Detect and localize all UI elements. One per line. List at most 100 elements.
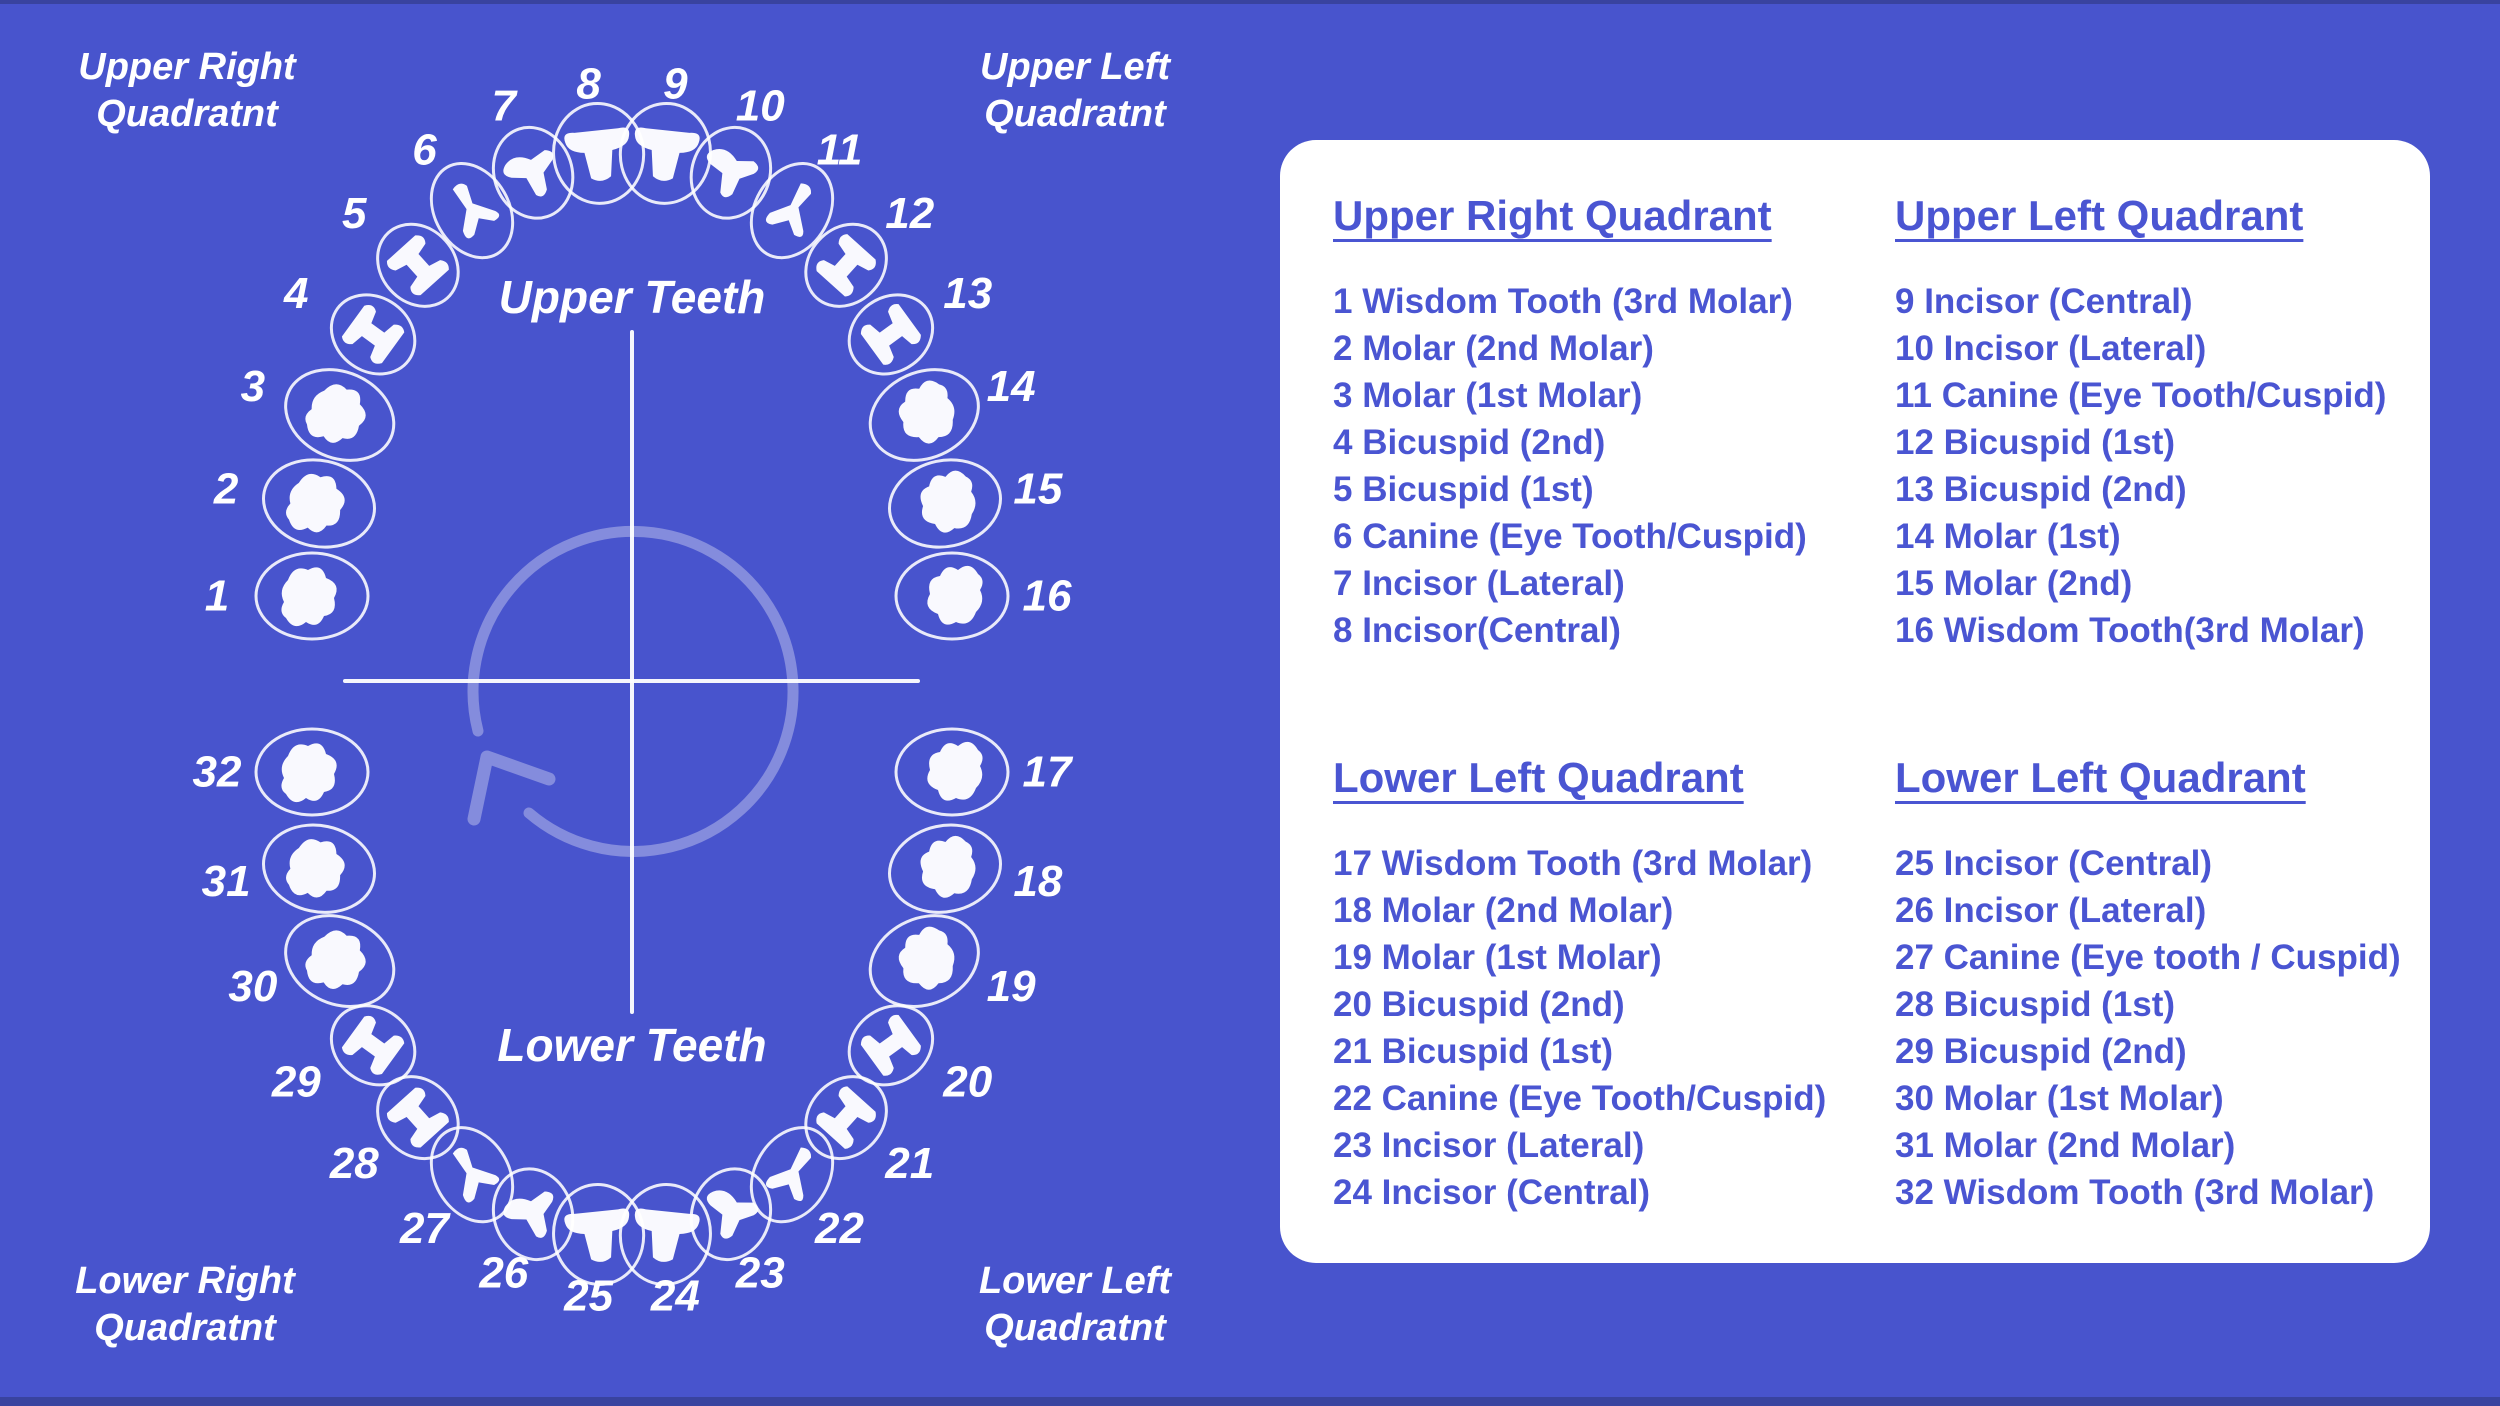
tooth-list-item: 23 Incisor (Lateral) xyxy=(1333,1126,1645,1165)
tooth-list-item: 26 Incisor (Lateral) xyxy=(1895,891,2207,930)
quadrant-section: Lower Left Quadrant 25 Incisor (Central) 2… xyxy=(1895,754,2412,1216)
tooth-number-11: 11 xyxy=(817,126,863,175)
tooth-list-item: 6 Canine (Eye Tooth/Cuspid) xyxy=(1333,517,1807,556)
tooth-list-item: 12 Bicuspid (1st) xyxy=(1895,423,2176,462)
tooth-3-icon xyxy=(284,368,396,462)
tooth-4-icon xyxy=(329,293,417,376)
tooth-list-item: 20 Bicuspid (2nd) xyxy=(1333,985,1625,1024)
tooth-12-icon xyxy=(804,222,888,308)
tooth-number-16: 16 xyxy=(1023,572,1072,621)
tooth-list-item: 10 Incisor (Lateral) xyxy=(1895,329,2207,368)
tooth-number-21: 21 xyxy=(884,1139,934,1188)
tooth-number-18: 18 xyxy=(1013,857,1062,906)
rotation-arrowhead-icon xyxy=(467,750,556,826)
tooth-13-icon xyxy=(847,293,935,376)
tooth-number-32: 32 xyxy=(193,748,242,797)
tooth-22-icon xyxy=(749,1126,835,1224)
tooth-14-icon xyxy=(868,368,980,462)
tooth-25-icon xyxy=(552,1183,646,1286)
tooth-number-10: 10 xyxy=(736,82,785,131)
tooth-list-item: 15 Molar (2nd) xyxy=(1895,564,2133,603)
tooth-list-item: 22 Canine (Eye Tooth/Cuspid) xyxy=(1333,1079,1827,1118)
tooth-24-icon xyxy=(618,1183,712,1286)
tooth-list-item: 32 Wisdom Tooth (3rd Molar) xyxy=(1895,1173,2375,1212)
tooth-list-item: 14 Molar (1st) xyxy=(1895,517,2121,556)
upper-teeth-label: Upper Teeth xyxy=(498,271,766,323)
quadrant-heading: Upper Left Quadrant xyxy=(1895,192,2304,239)
tooth-list-item: 28 Bicuspid (1st) xyxy=(1895,985,2176,1024)
tooth-number-14: 14 xyxy=(987,362,1036,411)
tooth-list-item: 31 Molar (2nd Molar) xyxy=(1895,1126,2236,1165)
tooth-26-icon xyxy=(491,1167,575,1262)
tooth-number-9: 9 xyxy=(663,59,688,108)
tooth-list-item: 27 Canine (Eye tooth / Cuspid) xyxy=(1895,938,2401,977)
tooth-16-icon xyxy=(894,551,1010,641)
tooth-list-item: 13 Bicuspid (2nd) xyxy=(1895,470,2187,509)
tooth-list-item: 1 Wisdom Tooth (3rd Molar) xyxy=(1333,282,1793,321)
tooth-list-item: 30 Molar (1st Molar) xyxy=(1895,1079,2224,1118)
quadrant-heading: Lower Left Quadrant xyxy=(1333,754,1744,801)
tooth-number-25: 25 xyxy=(563,1272,613,1321)
lower-left-quadrant-label: Lower Left Quadratnt xyxy=(978,1260,1172,1349)
top-edge-strip xyxy=(0,0,2500,4)
tooth-number-2: 2 xyxy=(213,464,239,513)
tooth-2-icon xyxy=(261,458,377,549)
tooth-30-icon xyxy=(284,914,396,1009)
tooth-number-13: 13 xyxy=(943,269,992,318)
tooth-11-icon xyxy=(749,162,835,260)
tooth-list-item: 8 Incisor(Central) xyxy=(1333,611,1621,650)
tooth-number-17: 17 xyxy=(1023,748,1074,797)
tooth-list-item: 5 Bicuspid (1st) xyxy=(1333,470,1594,509)
tooth-number-20: 20 xyxy=(942,1057,992,1106)
tooth-number-24: 24 xyxy=(650,1272,700,1321)
tooth-18-icon xyxy=(887,823,1003,914)
tooth-number-30: 30 xyxy=(228,962,277,1011)
tooth-19-icon xyxy=(868,914,980,1009)
rotation-circle-icon xyxy=(467,525,799,857)
tooth-5-icon xyxy=(376,222,460,308)
tooth-list-item: 7 Incisor (Lateral) xyxy=(1333,564,1625,603)
tooth-number-3: 3 xyxy=(241,362,265,411)
bottom-edge-strip xyxy=(0,1397,2500,1406)
tooth-number-15: 15 xyxy=(1013,464,1062,513)
tooth-number-12: 12 xyxy=(885,189,934,238)
tooth-number-5: 5 xyxy=(342,189,367,238)
tooth-number-19: 19 xyxy=(987,962,1036,1011)
tooth-list-item: 29 Bicuspid (2nd) xyxy=(1895,1032,2187,1071)
tooth-list-item: 25 Incisor (Central) xyxy=(1895,844,2213,883)
tooth-list-item: 21 Bicuspid (1st) xyxy=(1333,1032,1614,1071)
tooth-number-29: 29 xyxy=(271,1057,321,1106)
quadrant-heading: Lower Left Quadrant xyxy=(1895,754,2306,801)
quadrant-section: Upper Left Quadrant 9 Incisor (Central) 10… xyxy=(1895,192,2412,654)
tooth-32-icon xyxy=(254,727,370,817)
tooth-number-31: 31 xyxy=(202,857,251,906)
tooth-list-item: 2 Molar (2nd Molar) xyxy=(1333,329,1654,368)
tooth-list-item: 3 Molar (1st Molar) xyxy=(1333,376,1643,415)
quadrant-legend-panel: Upper Right Quadrant 1 Wisdom Tooth (3rd … xyxy=(1280,140,2430,1263)
tooth-list-item: 16 Wisdom Tooth(3rd Molar) xyxy=(1895,611,2365,650)
tooth-23-icon xyxy=(689,1167,773,1262)
tooth-17-icon xyxy=(894,727,1010,817)
tooth-list-item: 9 Incisor (Central) xyxy=(1895,282,2193,321)
upper-left-quadrant-label: Upper Left Quadratnt xyxy=(980,46,1170,135)
tooth-number-7: 7 xyxy=(492,82,519,131)
tooth-31-icon xyxy=(261,823,377,914)
tooth-number-1: 1 xyxy=(205,572,229,621)
quadrant-section: Lower Left Quadrant 17 Wisdom Tooth (3rd … xyxy=(1333,754,1895,1216)
tooth-1-icon xyxy=(254,551,370,641)
quadrant-section: Upper Right Quadrant 1 Wisdom Tooth (3rd … xyxy=(1333,192,1895,654)
tooth-number-23: 23 xyxy=(735,1249,785,1298)
tooth-number-26: 26 xyxy=(478,1249,528,1298)
lower-right-quadrant-label: Lower Right Quadratnt xyxy=(75,1260,295,1349)
lower-teeth-label: Lower Teeth xyxy=(497,1019,767,1071)
tooth-list-item: 17 Wisdom Tooth (3rd Molar) xyxy=(1333,844,1813,883)
quadrant-heading: Upper Right Quadrant xyxy=(1333,192,1772,239)
tooth-7-icon xyxy=(491,125,575,220)
tooth-list-item: 18 Molar (2nd Molar) xyxy=(1333,891,1674,930)
tooth-number-4: 4 xyxy=(283,269,308,318)
upper-right-quadrant-label: Upper Right Quadratnt xyxy=(78,46,296,135)
tooth-29-icon xyxy=(329,1004,417,1087)
tooth-number-22: 22 xyxy=(814,1204,864,1253)
tooth-list-item: 24 Incisor (Central) xyxy=(1333,1173,1651,1212)
